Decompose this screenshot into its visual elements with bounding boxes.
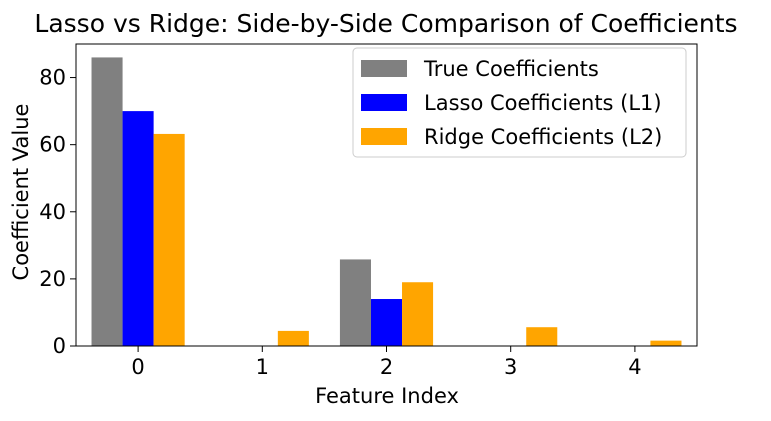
legend: True Coefficients Lasso Coefficients (L1)… — [352, 47, 687, 158]
y-axis-label: Coefficient Value — [9, 104, 33, 281]
x-tick-label: 0 — [131, 355, 144, 379]
legend-swatch — [361, 128, 407, 145]
x-tick-label: 1 — [256, 355, 269, 379]
y-tick-label: 0 — [53, 334, 66, 358]
x-tick-label: 4 — [628, 355, 641, 379]
bars-layer — [91, 57, 682, 347]
legend-swatch — [361, 60, 407, 77]
bar-series-2-category-3 — [526, 327, 558, 346]
y-tick-label: 80 — [39, 66, 66, 90]
bar-series-2-category-2 — [402, 282, 434, 346]
chart-title: Lasso vs Ridge: Side-by-Side Comparison … — [34, 9, 737, 38]
y-tick-label: 20 — [39, 267, 66, 291]
bar-series-2-category-1 — [277, 330, 309, 346]
y-tick-label: 60 — [39, 133, 66, 157]
legend-entries: True Coefficients Lasso Coefficients (L1)… — [361, 57, 662, 149]
legend-label: True Coefficients — [423, 57, 599, 81]
bar-series-1-category-0 — [122, 111, 154, 346]
x-axis-label: Feature Index — [315, 384, 459, 408]
bar-series-2-category-0 — [153, 133, 185, 346]
x-tick-label: 2 — [380, 355, 393, 379]
legend-label: Lasso Coefficients (L1) — [424, 91, 662, 115]
legend-frame — [352, 47, 687, 158]
bar-series-2-category-4 — [650, 340, 682, 346]
bar-series-1-category-2 — [370, 299, 403, 346]
bar-series-0-category-0 — [91, 57, 123, 347]
legend-label: Ridge Coefficients (L2) — [424, 125, 662, 149]
legend-swatch — [361, 94, 407, 111]
y-tick-label: 40 — [39, 200, 66, 224]
x-tick-label: 3 — [504, 355, 517, 379]
bar-series-0-category-2 — [339, 259, 371, 346]
